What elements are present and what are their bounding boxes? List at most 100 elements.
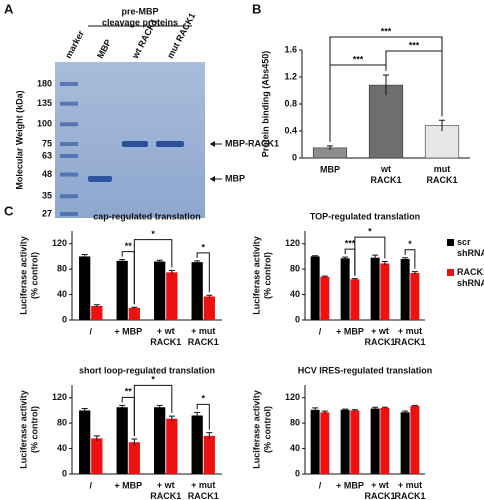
error-bar <box>119 259 126 263</box>
error-bar <box>439 119 445 131</box>
x-tick-label: / <box>319 326 322 336</box>
bar <box>380 263 390 320</box>
error-bar <box>206 294 213 298</box>
label-line: wt <box>380 164 391 174</box>
x-tick-label: MBP <box>320 164 340 174</box>
error-bar <box>327 145 333 150</box>
bar <box>380 407 390 474</box>
gel-band <box>122 140 148 147</box>
y-tick-label: 40 <box>57 443 67 453</box>
y-tick-label: 120 <box>285 238 300 248</box>
bar <box>91 438 103 474</box>
chart-title: cap-regulated translation <box>93 211 201 221</box>
label-line: RACK1 <box>364 491 395 500</box>
marker-band <box>60 153 78 158</box>
panel-label: A <box>4 1 14 16</box>
y-tick-label: 0.8 <box>284 98 297 108</box>
y-tick-label: 0 <box>295 314 300 324</box>
gel-ylabel: Molecular Weight (kDa) <box>14 90 24 189</box>
y-tick-label: 0 <box>292 152 297 162</box>
label-line: mut <box>434 164 451 174</box>
significance-bracket <box>196 252 210 293</box>
mw-label: 180 <box>37 78 52 88</box>
significance-label: *** <box>409 40 420 50</box>
y-tick-label: 80 <box>57 264 67 274</box>
error-bar <box>131 438 138 446</box>
label-line: + mut <box>191 326 215 336</box>
y-axis-title: Luciferase activity <box>251 236 261 315</box>
mw-label: 100 <box>37 119 52 129</box>
chart-title: short loop-regulated translation <box>79 365 215 375</box>
lane-label: marker <box>63 28 86 60</box>
error-bar <box>402 410 409 414</box>
bar <box>191 262 203 320</box>
x-tick-label: + wt RACK1 <box>364 480 395 500</box>
bar <box>154 261 166 320</box>
label-line: RACK1 <box>150 337 181 347</box>
error-bar <box>411 404 418 407</box>
error-bar <box>81 254 88 259</box>
significance-label: *** <box>381 26 392 36</box>
bar <box>166 272 178 320</box>
x-tick-label: mut RACK1 <box>426 164 457 185</box>
error-bar <box>351 278 358 280</box>
y-tick-label: 80 <box>57 418 67 428</box>
error-bar <box>156 259 163 263</box>
y-tick-label: 0.4 <box>284 125 297 135</box>
error-bar <box>168 269 175 275</box>
gel-band <box>88 176 112 183</box>
x-tick-label: / <box>89 326 92 336</box>
band-label: MBP-RACK1 <box>225 138 279 148</box>
label-line: shRNA <box>457 248 484 258</box>
error-bar <box>351 409 358 412</box>
bar <box>370 408 380 474</box>
x-tick-label: + MBP <box>114 326 142 336</box>
x-tick-label: + wt RACK1 <box>364 326 395 347</box>
error-bar <box>312 255 319 258</box>
legend-label: scr shRNA <box>457 237 484 258</box>
error-bar <box>156 404 163 410</box>
gel-band <box>156 140 184 147</box>
significance-bracket <box>196 403 210 430</box>
label-line: + mut <box>398 480 422 490</box>
significance-label: * <box>201 242 205 252</box>
error-bar <box>342 256 349 260</box>
bar <box>128 442 140 474</box>
y-tick-label: 120 <box>52 392 67 402</box>
bar <box>128 307 140 320</box>
x-tick-label: + MBP <box>336 480 364 490</box>
label-line: + wt <box>371 480 389 490</box>
error-bar <box>383 74 389 96</box>
error-bar <box>372 254 379 261</box>
arrow-head <box>210 176 215 183</box>
panel-label: B <box>252 1 261 16</box>
chart-title: TOP-regulated translation <box>310 211 420 221</box>
y-tick-label: 80 <box>290 418 300 428</box>
marker-band <box>60 194 78 199</box>
legend-label: RACK1shRNA <box>457 267 484 288</box>
x-tick-label: + mut RACK1 <box>188 326 219 347</box>
bar <box>191 415 203 474</box>
y-tick-label: 120 <box>285 392 300 402</box>
label-line: RACK1 <box>188 491 219 500</box>
bar <box>203 435 215 474</box>
error-bar <box>312 407 319 412</box>
label-line: RACK1 <box>457 267 484 277</box>
label-line: RACK1 <box>370 175 401 185</box>
gel-image <box>55 62 205 218</box>
y-tick-label: 0 <box>62 314 67 324</box>
label-line: + wt <box>371 326 389 336</box>
bar <box>166 418 178 474</box>
marker-band <box>60 141 78 146</box>
error-bar <box>93 304 100 308</box>
error-bar <box>381 406 388 409</box>
error-bar <box>81 408 88 413</box>
bar <box>410 405 420 474</box>
bar <box>320 276 330 320</box>
y-tick-label: 40 <box>290 289 300 299</box>
label-line: RACK1 <box>364 337 395 347</box>
marker-band <box>60 101 78 106</box>
significance-label: * <box>151 229 155 239</box>
y-tick-label: 0 <box>295 468 300 478</box>
